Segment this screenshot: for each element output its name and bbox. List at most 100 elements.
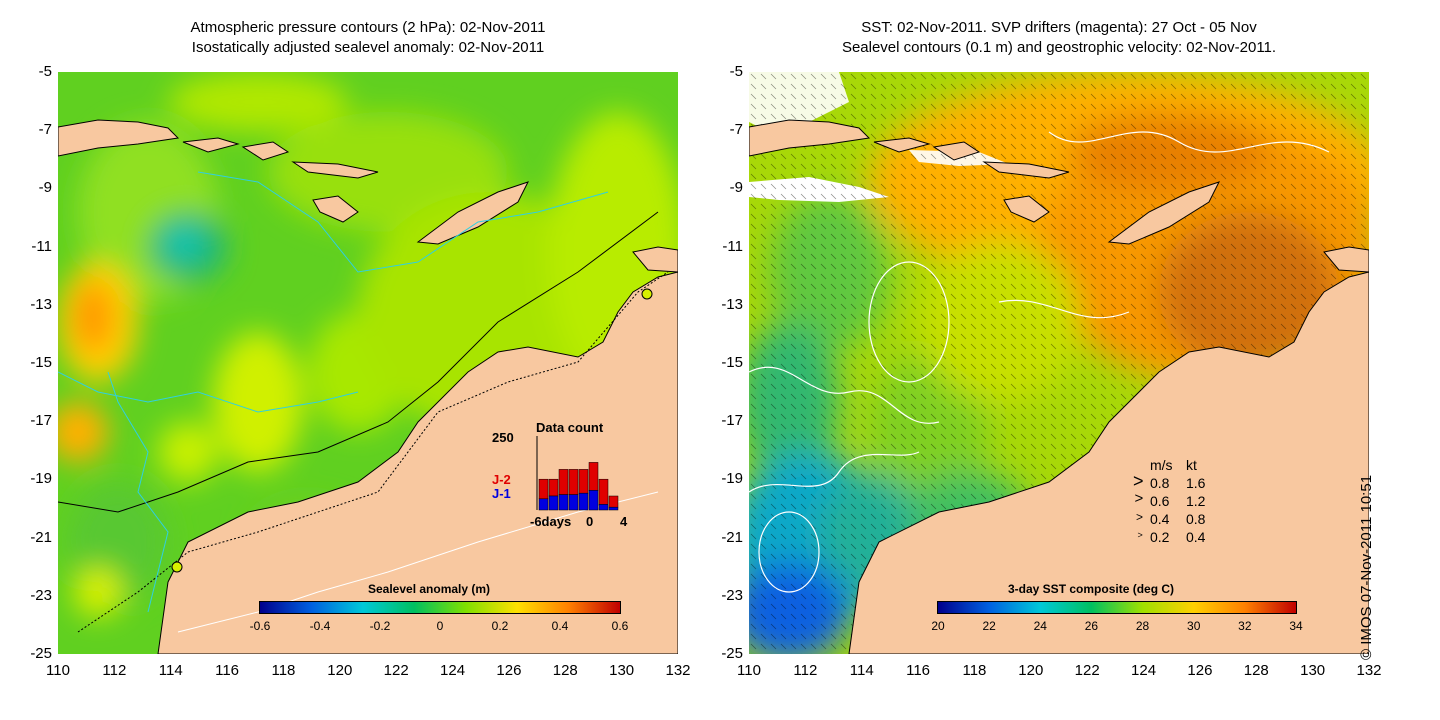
copyright-label: © IMOS 07-Nov-2011 10:51: [1358, 474, 1375, 660]
right-lon-tick-label: 126: [1187, 662, 1213, 679]
speed-legend-rows: >0.8 1.6 >0.6 1.2 >0.4 0.8 >0.2 0.4: [1128, 471, 1238, 546]
sealevel-map-graphics: [58, 72, 678, 654]
left-lon-tick-label: 116: [215, 662, 240, 679]
speed-kt-value: 1.6: [1186, 475, 1206, 491]
sla-colorbar-tick-label: -0.4: [309, 619, 331, 633]
left-title-line1: Atmospheric pressure contours (2 hPa): 0…: [190, 19, 546, 36]
right-title-line1: SST: 02-Nov-2011. SVP drifters (magenta)…: [861, 19, 1257, 36]
left-lon-tick-label: 120: [327, 662, 353, 679]
j1-count-bar: [568, 494, 579, 511]
sla-colorbar-title: Sealevel anomaly (m): [368, 582, 491, 596]
right-lon-tick-label: 110: [737, 662, 761, 679]
velocity-arrow-icon: >: [1133, 471, 1144, 491]
data-count-title: Data count: [536, 420, 604, 435]
data-count-xlabel-start: -6days: [530, 514, 572, 529]
sla-colorbar-tick-label: 0.4: [551, 619, 569, 633]
sla-colorbar-tick-label: 0.2: [491, 619, 509, 633]
left-lat-tick-label: -17: [30, 412, 52, 430]
right-lat-tick-label: -17: [721, 412, 743, 430]
speed-legend-kt-header: kt: [1186, 457, 1197, 473]
right-lon-tick-label: 124: [1131, 662, 1157, 679]
right-lat-tick-label: -21: [721, 528, 743, 546]
sealevel-anomaly-map: [58, 72, 678, 654]
speed-legend-row: >0.2 0.4: [1128, 528, 1238, 546]
j2-count-bar: [538, 478, 549, 500]
left-lat-tick-label: -9: [38, 179, 52, 197]
sst-colorbar: [937, 601, 1297, 614]
sst-colorbar-tick-label: 34: [1289, 619, 1303, 633]
data-count-xlabel-zero: 0: [586, 514, 594, 529]
right-lon-tick-label: 132: [1356, 662, 1382, 679]
sst-map: [749, 72, 1369, 654]
right-lat-tick-label: -7: [729, 121, 743, 139]
left-lon-tick-label: 128: [552, 662, 578, 679]
right-lon-tick-label: 114: [849, 662, 874, 679]
left-lat-tick-label: -11: [31, 237, 52, 255]
sst-colorbar-tick-label: 22: [982, 619, 996, 633]
left-lat-tick-label: -23: [30, 586, 52, 604]
data-count-inset: Data count 250 J-2 J-1 -6days 0 4: [480, 420, 630, 530]
velocity-arrow-icon: >: [1136, 510, 1144, 524]
left-lat-tick-label: -5: [38, 63, 52, 80]
velocity-arrow-icon: >: [1134, 490, 1144, 507]
left-lon-tick-label: 118: [271, 662, 296, 679]
right-title-line2: Sealevel contours (0.1 m) and geostrophi…: [841, 39, 1277, 56]
right-lon-tick-label: 116: [906, 662, 931, 679]
sst-colorbar-tick-label: 20: [931, 619, 945, 633]
right-lat-tick-label: -19: [721, 470, 743, 488]
right-lat-tick-label: -9: [729, 179, 743, 197]
right-lat-tick-label: -25: [721, 645, 743, 662]
left-lon-tick-label: 132: [665, 662, 691, 679]
left-lon-tick-label: 122: [383, 662, 409, 679]
j2-count-bar: [548, 478, 559, 497]
right-lon-tick-label: 118: [962, 662, 987, 679]
right-lon-tick-label: 120: [1018, 662, 1044, 679]
sst-colorbar-tick-label: 28: [1135, 619, 1150, 633]
sst-colorbar-tick-label: 26: [1084, 619, 1099, 633]
sla-colorbar-tick-label: -0.6: [249, 619, 271, 633]
speed-kt-value: 1.2: [1186, 493, 1206, 509]
speed-kt-value: 0.8: [1186, 511, 1206, 527]
j1-count-bar: [578, 492, 589, 511]
sst-colorbar-tick-label: 24: [1033, 619, 1047, 633]
left-title-line2: Isostatically adjusted sealevel anomaly:…: [191, 39, 545, 56]
left-lat-tick-label: -7: [38, 121, 52, 139]
j2-count-bar: [568, 469, 579, 495]
sla-colorbar-tick-label: 0.6: [611, 619, 629, 633]
right-lat-tick-label: -11: [722, 237, 743, 255]
speed-ms-value: 0.8: [1150, 475, 1170, 491]
right-lat-tick-label: -13: [721, 295, 743, 313]
sla-colorbar: [259, 601, 621, 614]
j2-count-bar: [578, 469, 589, 494]
right-lon-tick-label: 128: [1243, 662, 1269, 679]
left-lat-tick-label: -15: [30, 354, 52, 371]
sst-colorbar-tick-label: 30: [1187, 619, 1201, 633]
j1-count-bar: [558, 494, 569, 511]
j1-count-bar: [548, 495, 559, 511]
left-lon-tick-label: 110: [46, 662, 70, 679]
speed-ms-value: 0.6: [1150, 493, 1170, 509]
speed-legend-row: >0.8 1.6: [1128, 471, 1238, 492]
j1-count-bar: [538, 498, 549, 511]
data-count-xlabel-end: 4: [620, 514, 628, 529]
sla-colorbar-tick-label: 0: [436, 619, 444, 633]
j1-count-bar: [598, 504, 609, 511]
sla-colorbar-tick-label: -0.2: [369, 619, 391, 633]
legend-j1: J-1: [492, 486, 511, 501]
sst-colorbar-title: 3-day SST composite (deg C): [1008, 582, 1175, 596]
j1-count-bar: [608, 506, 619, 511]
speed-legend-ms-header: m/s: [1150, 457, 1173, 473]
j2-count-bar: [598, 478, 609, 505]
sst-colorbar-tick-label: 32: [1238, 619, 1252, 633]
right-lat-tick-label: -23: [721, 586, 743, 604]
speed-ms-value: 0.2: [1150, 529, 1170, 545]
left-lat-tick-label: -25: [30, 645, 52, 662]
legend-j2: J-2: [492, 472, 511, 487]
left-lon-tick-label: 112: [102, 662, 127, 679]
left-lat-tick-label: -19: [30, 470, 52, 488]
left-lon-tick-label: 126: [496, 662, 522, 679]
left-lon-tick-label: 114: [158, 662, 183, 679]
data-count-ymax: 250: [492, 430, 514, 445]
j2-count-bar: [588, 462, 599, 491]
left-lat-tick-label: -13: [30, 295, 52, 313]
